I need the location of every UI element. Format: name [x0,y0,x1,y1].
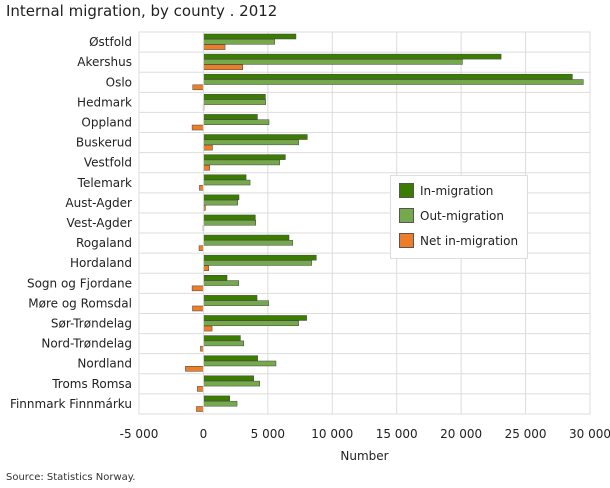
bar-out-migration [203,300,269,306]
bar-net-in-migration [203,44,226,50]
source-note: Source: Statistics Norway. [6,472,136,483]
bar-net-in-migration [203,64,243,70]
bar-in-migration [203,335,241,341]
category-label: Aust-Agder [65,196,132,210]
bar-net-in-migration [191,285,204,292]
category-label: Sogn og Fjordane [27,276,132,290]
x-tick-label: 10 000 [311,427,353,441]
bar-in-migration [203,395,230,402]
legend-item-in-migration: In-migration [399,180,527,201]
bar-out-migration [203,139,299,146]
bar-net-in-migration [203,164,210,171]
x-tick-label: -5 000 [120,427,159,441]
bar-in-migration [203,134,308,140]
legend-swatch [399,208,414,223]
bar-out-migration [203,280,239,286]
bar-out-migration [203,380,260,387]
category-label: Rogaland [76,236,132,250]
bar-in-migration [203,275,228,281]
bar-in-migration [203,315,307,321]
legend-swatch [399,233,414,248]
bar-in-migration [203,194,240,201]
bar-out-migration [203,320,299,327]
bar-net-in-migration [185,366,204,372]
bar-out-migration [203,360,277,367]
bar-in-migration [203,214,256,221]
bar-out-migration [203,400,238,407]
bar-in-migration [203,154,286,160]
bar-in-migration [203,53,502,60]
bar-out-migration [203,119,270,125]
bar-net-in-migration [191,124,204,131]
bar-in-migration [203,114,258,120]
category-label: Buskerud [76,136,132,150]
legend-swatch [399,183,414,198]
legend-item-net-in-migration: Net in-migration [399,230,527,251]
x-tick-label: 30 000 [569,427,610,441]
category-label: Oppland [81,115,132,129]
bar-out-migration [203,219,256,226]
legend-item-out-migration: Out-migration [399,205,527,226]
category-label: Hordaland [70,256,132,270]
category-label: Sør-Trøndelag [51,317,132,331]
bar-in-migration [203,73,573,80]
x-tick-label: 5 000 [251,427,285,441]
x-tick-label: 25 000 [505,427,547,441]
bar-out-migration [203,240,293,246]
bar-net-in-migration [198,245,204,251]
category-label: Hedmark [77,95,132,109]
bar-out-migration [203,340,245,347]
category-label: Vest-Agder [67,216,133,230]
bar-out-migration [203,59,463,65]
bar-in-migration [203,234,290,241]
category-label: Nord-Trøndelag [41,337,132,351]
bar-in-migration [203,33,297,40]
bar-in-migration [203,355,258,361]
bar-in-migration [203,174,247,180]
bar-out-migration [203,260,312,266]
bar-out-migration [203,179,251,186]
bar-net-in-migration [199,185,204,191]
category-label: Oslo [106,75,132,89]
x-axis-label: Number [340,449,388,463]
chart-title: Internal migration, by county . 2012 [6,2,278,20]
bar-net-in-migration [203,144,213,151]
legend-label: In-migration [420,183,494,198]
bar-out-migration [203,39,275,45]
bar-out-migration [203,99,266,105]
bar-net-in-migration [203,325,213,332]
bar-in-migration [203,295,258,301]
category-label: Vestfold [84,156,132,170]
category-label: Akershus [77,55,132,69]
bar-in-migration [203,375,254,382]
x-tick-label: 0 [200,427,208,441]
bar-out-migration [203,79,584,85]
category-label: Nordland [77,357,132,371]
legend-label: Out-migration [420,208,504,223]
category-label: Finnmark Finnmárku [10,397,132,411]
bar-net-in-migration [196,406,204,412]
x-tick-label: 20 000 [440,427,482,441]
category-label: Møre og Romsdal [28,296,132,310]
legend: In-migration Out-migration Net in-migrat… [390,175,528,259]
bar-net-in-migration [192,305,204,312]
bar-net-in-migration [192,84,204,91]
bar-out-migration [203,199,238,206]
category-label: Telemark [77,176,132,190]
bar-in-migration [203,94,266,100]
bar-in-migration [203,254,317,261]
x-tick-label: 15 000 [376,427,418,441]
category-label: Troms Romsa [51,377,132,391]
bar-net-in-migration [197,386,204,392]
legend-label: Net in-migration [420,233,519,248]
bar-out-migration [203,159,280,166]
category-label: Østfold [89,35,132,49]
bar-net-in-migration [203,265,209,272]
